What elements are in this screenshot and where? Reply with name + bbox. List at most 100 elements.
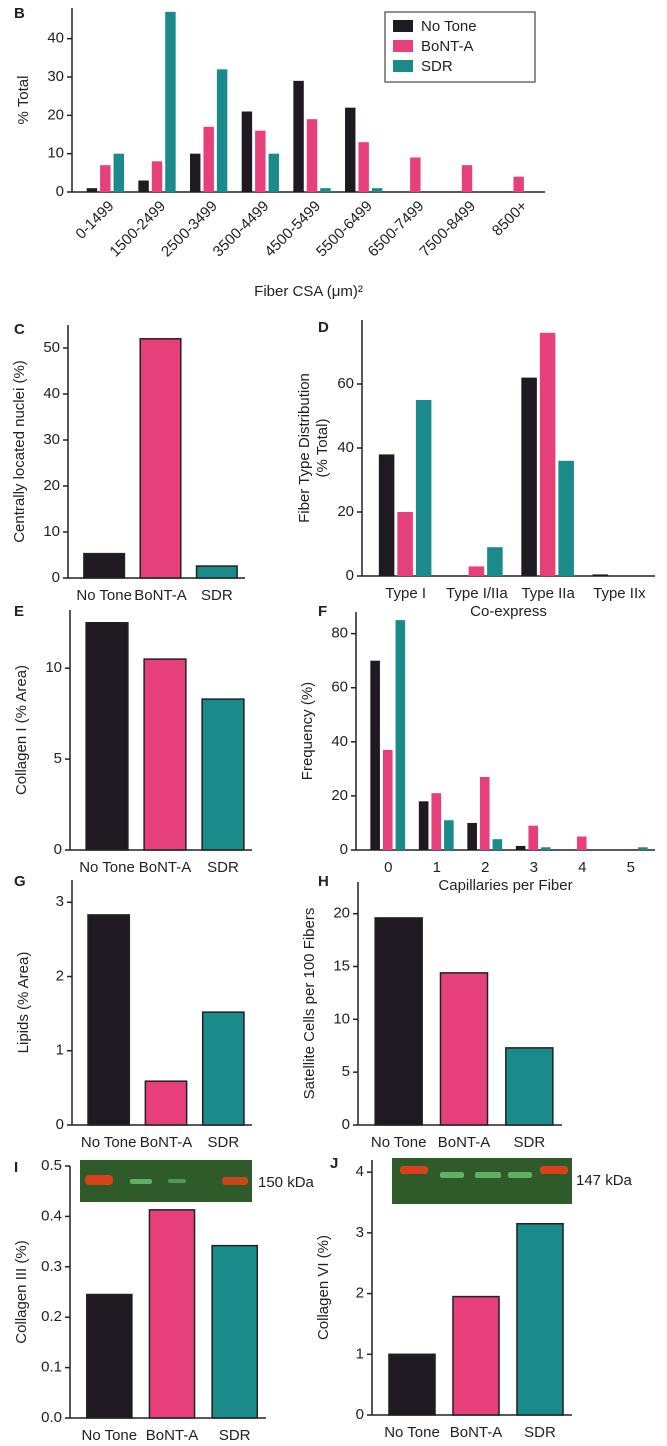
x-axis-label: Capillaries per Fiber (438, 877, 572, 894)
bar (540, 333, 556, 576)
bar (87, 188, 97, 192)
x-tick-label: SDR (524, 1424, 556, 1441)
y-tick-label: 10 (45, 659, 62, 676)
y-tick-label: 5 (342, 1063, 350, 1080)
x-tick-label: Type IIx (593, 585, 646, 602)
x-tick-label: 0 (384, 859, 392, 876)
y-tick-label: 40 (47, 30, 64, 47)
x-tick-label: BoNT-A (139, 859, 192, 876)
y-axis-label: % Total (15, 76, 32, 125)
bar (242, 112, 252, 193)
bar (453, 1297, 499, 1415)
x-axis-label: Fiber CSA (μm)² (254, 283, 363, 300)
y-tick-label: 0.1 (41, 1359, 62, 1376)
y-tick-label: 2 (356, 1285, 364, 1302)
bar (293, 81, 303, 192)
x-tick-label: 1 (433, 859, 441, 876)
x-tick-label: BoNT-A (140, 1134, 193, 1151)
panel-label: J (330, 1155, 338, 1172)
panel-label: G (14, 873, 26, 890)
bar (87, 1295, 132, 1418)
bar (638, 847, 648, 850)
bar (144, 659, 186, 850)
y-tick-label: 0 (56, 1116, 64, 1133)
bar (521, 378, 537, 576)
y-tick-label: 3 (356, 1224, 364, 1241)
bar (462, 165, 472, 192)
bar (541, 847, 551, 850)
y-tick-label: 50 (43, 339, 60, 356)
bar (375, 918, 422, 1125)
y-axis-label: Fiber Type Distribution (296, 373, 313, 523)
x-tick-label: Type I/IIa (446, 585, 508, 602)
legend-label: SDR (421, 58, 453, 75)
x-tick-label: No Tone (371, 1134, 427, 1151)
bar (416, 400, 432, 576)
y-tick-label: 10 (43, 523, 60, 540)
bar (506, 1048, 553, 1125)
x-tick-label: No Tone (79, 859, 135, 876)
y-tick-label: 0 (56, 183, 64, 200)
bar (493, 839, 503, 850)
y-tick-label: 40 (337, 439, 354, 456)
x-tick-label: No Tone (81, 1134, 137, 1151)
y-tick-label: 5 (54, 750, 62, 767)
bar (203, 1012, 244, 1125)
western-blot-i (80, 1160, 252, 1202)
bar (358, 142, 368, 192)
x-tick-label: BoNT-A (450, 1424, 503, 1441)
bar (84, 554, 125, 578)
annotation: 150 kDa (258, 1174, 315, 1191)
bar (212, 1246, 257, 1418)
y-axis-label: Collagen III (%) (13, 1240, 30, 1343)
bar (307, 119, 317, 192)
y-tick-label: 20 (331, 787, 348, 804)
bar (345, 108, 355, 192)
x-tick-label: No Tone (76, 587, 132, 604)
y-tick-label: 0.4 (41, 1207, 62, 1224)
y-tick-label: 1 (356, 1345, 364, 1362)
bar (469, 566, 485, 576)
y-axis-label: Satellite Cells per 100 Fibers (301, 908, 318, 1100)
bar (444, 820, 454, 850)
bar (320, 188, 330, 192)
x-tick-label: SDR (513, 1134, 545, 1151)
bar (528, 826, 538, 850)
y-axis-label: Frequency (%) (299, 682, 316, 780)
bar (269, 154, 279, 192)
panel-label: F (318, 603, 327, 620)
panel-label: D (318, 319, 329, 336)
y-tick-label: 30 (47, 68, 64, 85)
bar (86, 623, 128, 850)
x-tick-label: Type I (385, 585, 426, 602)
y-tick-label: 20 (337, 503, 354, 520)
y-tick-label: 20 (333, 905, 350, 922)
figure: B010203040% Total0-14991500-24992500-349… (0, 0, 667, 1446)
bar (480, 777, 490, 850)
x-tick-label: 5 (627, 859, 635, 876)
y-tick-label: 10 (333, 1010, 350, 1027)
y-tick-label: 20 (43, 477, 60, 494)
bar (152, 161, 162, 192)
x-tick-label: BoNT-A (134, 587, 187, 604)
y-tick-label: 20 (47, 106, 64, 123)
x-tick-label: SDR (207, 859, 239, 876)
bar (100, 165, 110, 192)
y-axis-label: Centrally located nuclei (%) (11, 360, 28, 543)
y-tick-label: 0.0 (41, 1409, 62, 1426)
bar (379, 454, 395, 576)
y-tick-label: 0 (356, 1406, 364, 1423)
y-axis-label: (% Total) (314, 419, 331, 478)
y-tick-label: 80 (331, 625, 348, 642)
y-tick-label: 60 (337, 375, 354, 392)
bar (255, 131, 265, 192)
bar (88, 915, 129, 1125)
bar (372, 188, 382, 192)
y-tick-label: 0 (342, 1116, 350, 1133)
bar (370, 661, 380, 850)
panel-label: B (14, 5, 25, 22)
bar (389, 1354, 435, 1415)
x-tick-label: No Tone (384, 1424, 440, 1441)
bar (217, 69, 227, 192)
x-tick-label: SDR (207, 1134, 239, 1151)
